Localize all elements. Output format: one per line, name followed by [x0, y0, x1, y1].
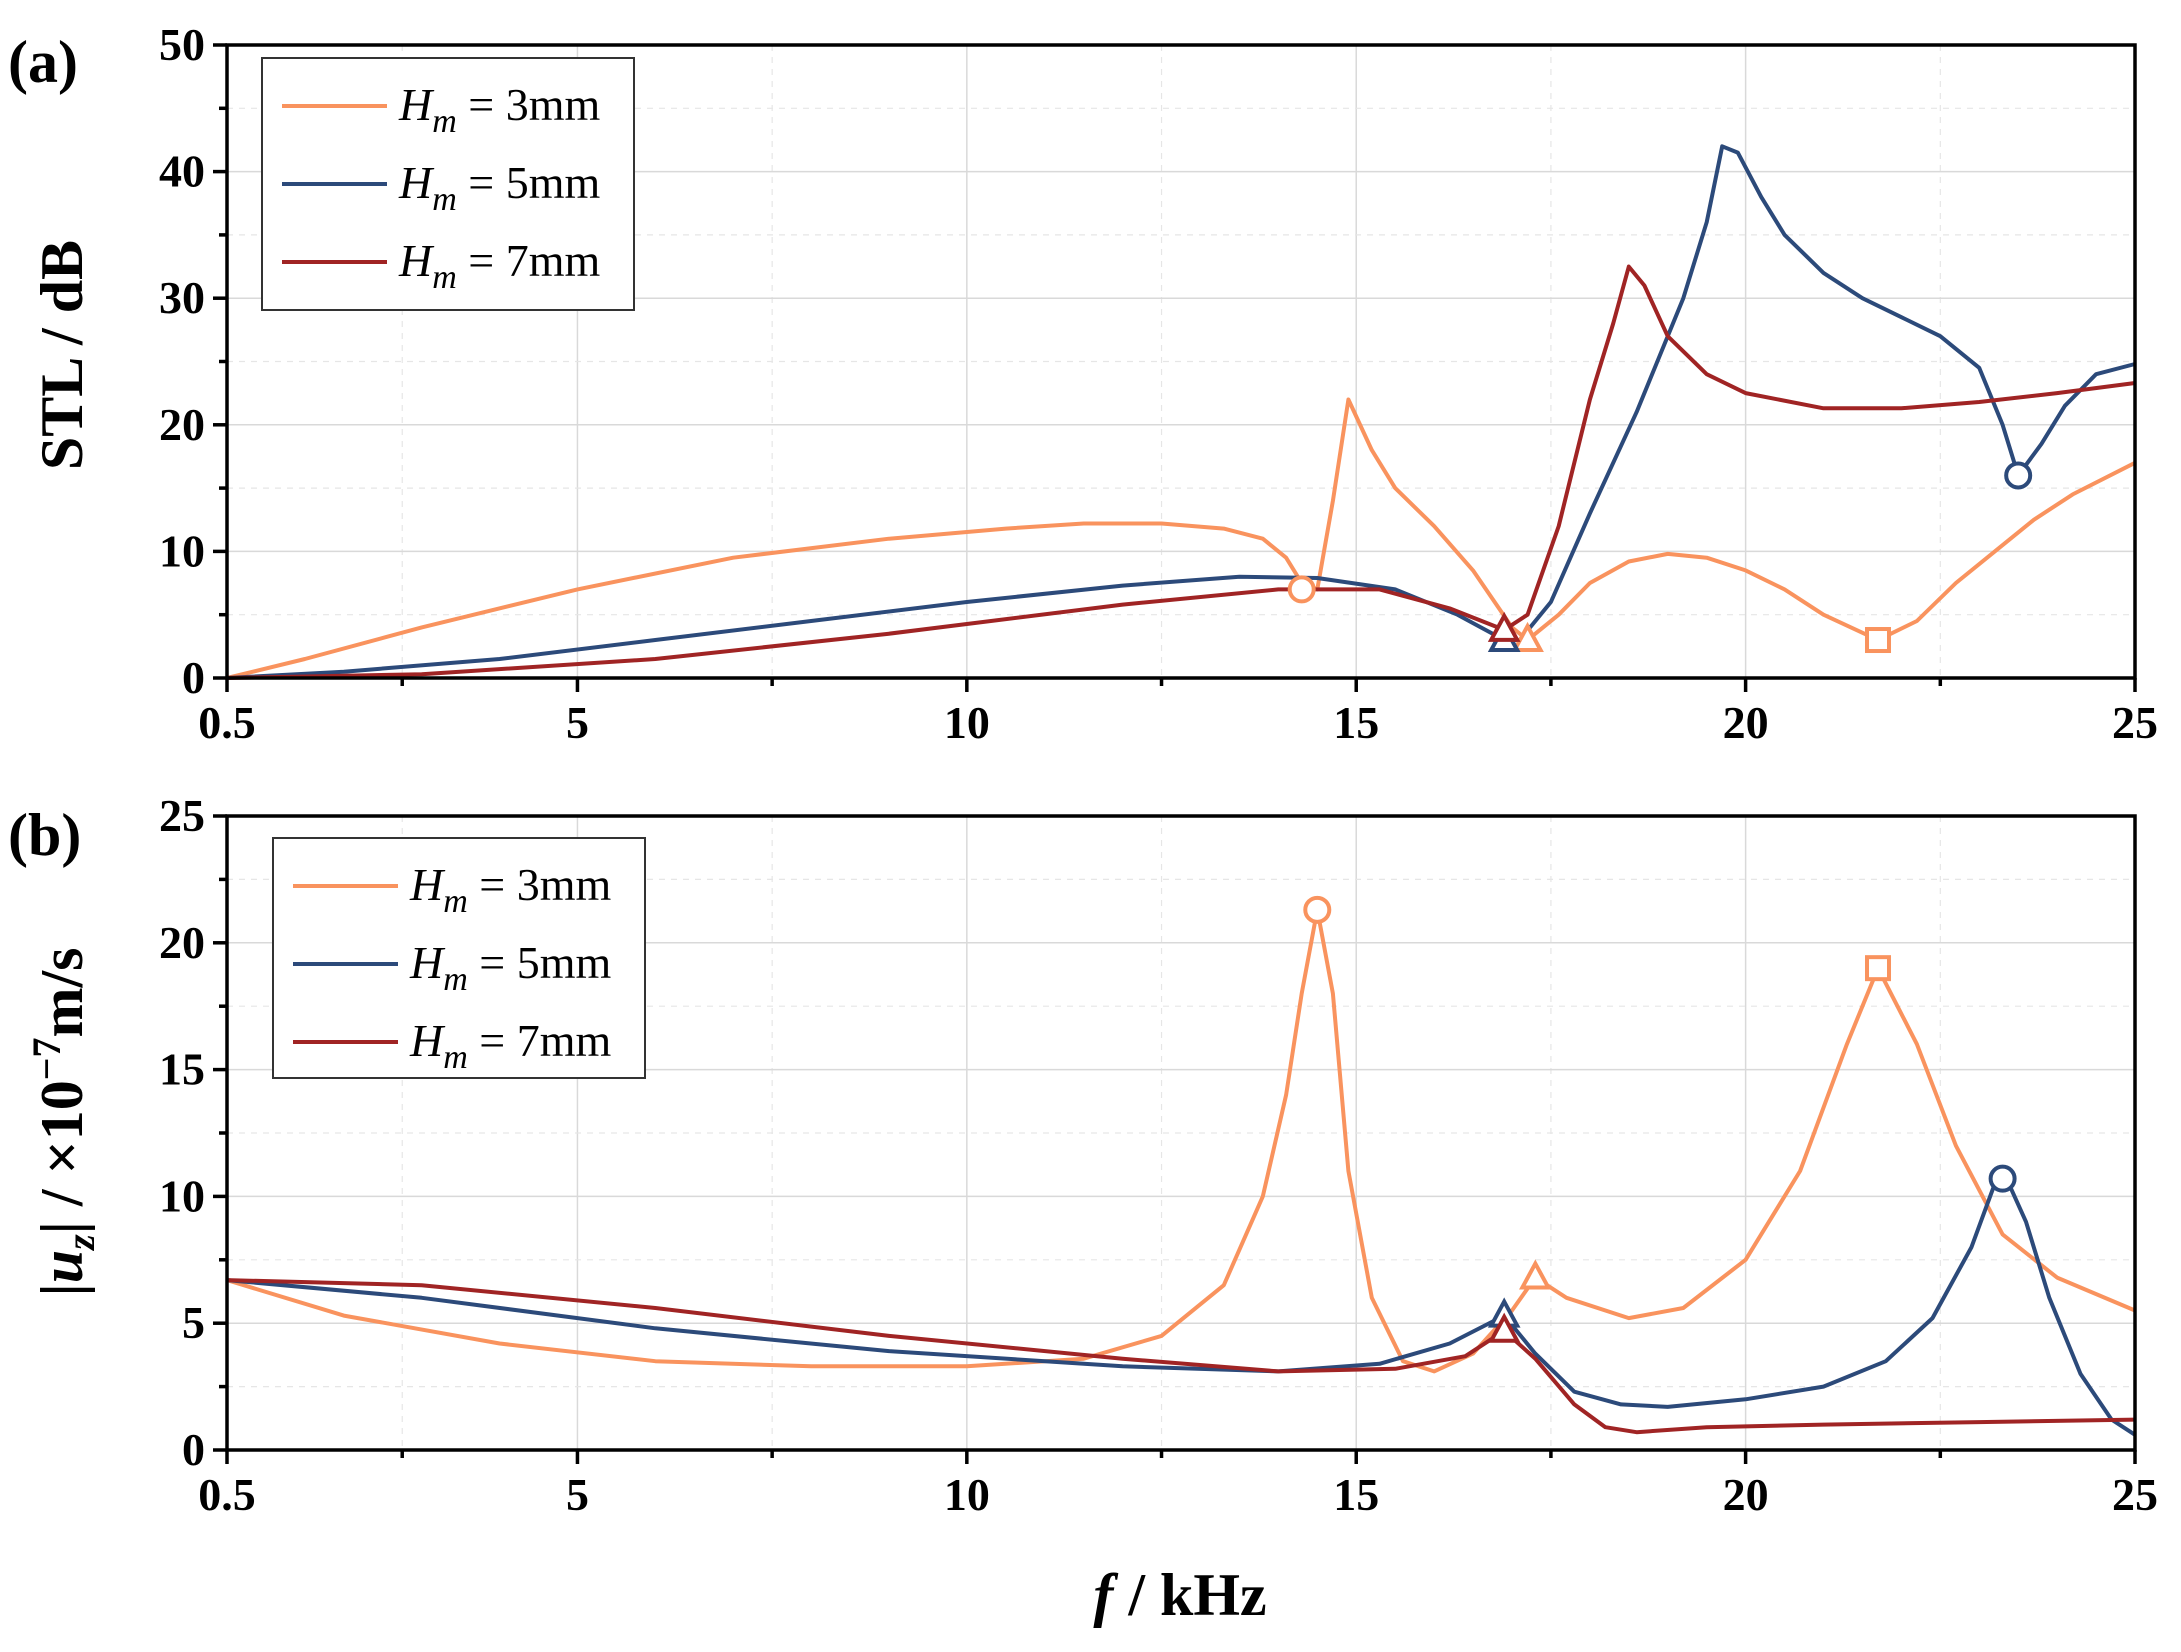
panel-b-ytick-label: 25 — [159, 790, 205, 841]
panel-b-marker-triangle-h-m-3mm — [1518, 1259, 1552, 1290]
panel-b-legend-label-subscript: m — [443, 883, 468, 920]
panel-a-legend-label-value: = 3mm — [457, 79, 601, 130]
ylabel-scale: | / ×10 — [29, 1080, 95, 1234]
panel-a-legend-label-value: = 5mm — [457, 157, 601, 208]
panel-a-legend-label: Hm = 7mm — [398, 235, 601, 296]
panel-b-series-h-m-3mm — [226, 907, 2136, 1374]
panel-a-marker-triangle-h-m-7mm — [1487, 611, 1521, 642]
panel-a-legend-label-subscript: m — [432, 181, 457, 218]
panel-a-ticks — [213, 43, 2137, 692]
panel-a-ylabel: STL / dB — [29, 240, 95, 470]
panel-b-legend-label-value: = 7mm — [468, 1015, 612, 1066]
panel-b-markers — [1303, 895, 2017, 1343]
panel-a-xtick-label: 10 — [944, 697, 990, 748]
panel-b-xtick-label: 25 — [2112, 1469, 2158, 1520]
panel-b-marker-triangle-h-m-7mm — [1487, 1312, 1521, 1343]
panel-b-xtick-label: 5 — [566, 1469, 589, 1520]
panel-a-legend-label-symbol: H — [398, 157, 435, 208]
panel-a-ytick-label: 40 — [159, 146, 205, 197]
panel-b-legend-label: Hm = 7mm — [409, 1015, 612, 1076]
panel-a: 0.5 5 10 15 20 25 0 10 20 30 40 50 (a) STL / dB Hm … — [8, 19, 2158, 748]
panel-b-legend-label: Hm = 3mm — [409, 859, 612, 920]
panel-b-marker-circle-h-m-5mm — [1988, 1164, 2017, 1193]
panel-a-marker-triangle-h-m-3mm — [1511, 621, 1544, 653]
panel-b-xtick-label: 20 — [1723, 1469, 1769, 1520]
panel-b-legend-label-symbol: H — [409, 1015, 446, 1066]
panel-a-xtick-label: 0.5 — [198, 697, 256, 748]
ylabel-z: z — [58, 1234, 103, 1252]
panel-a-label: (a) — [8, 29, 78, 95]
panel-a-ytick-label: 50 — [159, 19, 205, 70]
panel-b-legend-label-value: = 3mm — [468, 859, 612, 910]
ylabel-exp: −7 — [24, 1037, 69, 1080]
panel-b-marker-square-h-m-3mm — [1865, 955, 1892, 982]
panel-a-series-h-m-7mm — [226, 264, 2136, 680]
panel-b-legend-box — [272, 837, 646, 1079]
panel-b-legend-label-symbol: H — [409, 859, 446, 910]
panel-b-ytick-label: 20 — [159, 917, 205, 968]
panel-b-legend-label-value: = 5mm — [468, 937, 612, 988]
panel-a-marker-square-h-m-3mm — [1865, 627, 1892, 654]
panel-a-xtick-label: 5 — [566, 697, 589, 748]
panel-a-ytick-label: 20 — [159, 399, 205, 450]
panel-b-xtick-label: 15 — [1333, 1469, 1379, 1520]
panel-b-ytick-label: 10 — [159, 1170, 205, 1221]
panel-a-marker-circle-h-m-5mm — [2004, 461, 2033, 490]
panel-b-xlabel: f / kHz — [1093, 1562, 1266, 1628]
panel-a-ytick-label: 30 — [159, 272, 205, 323]
ylabel-unit: m/s — [29, 947, 95, 1037]
panel-a-xtick-label: 25 — [2112, 697, 2158, 748]
panel-b-legend-label-symbol: H — [409, 937, 446, 988]
panel-a-xtick-label: 20 — [1723, 697, 1769, 748]
panel-b-series-h-m-5mm — [226, 1176, 2137, 1437]
panel-b-tick-labels: 0.5 5 10 15 20 25 0 5 10 15 20 25 — [159, 790, 2158, 1520]
xlabel-unit: / kHz — [1113, 1562, 1266, 1628]
panel-b-series-h-m-7mm — [226, 1278, 2136, 1435]
panel-a-legend-label-symbol: H — [398, 235, 435, 286]
panel-b-xtick-label: 10 — [944, 1469, 990, 1520]
panel-a-xtick-label: 15 — [1333, 697, 1379, 748]
panel-b-ytick-label: 15 — [159, 1044, 205, 1095]
panel-b-label: (b) — [8, 802, 81, 868]
panel-a-ytick-label: 0 — [182, 652, 205, 703]
panel-a-legend-label: Hm = 3mm — [398, 79, 601, 140]
ylabel-bar-left: | — [29, 1283, 95, 1296]
panel-a-legend-label-symbol: H — [398, 79, 435, 130]
panel-b-legend-label-subscript: m — [443, 961, 468, 998]
panel-a-ytick-label: 10 — [159, 525, 205, 576]
panel-b-xtick-label: 0.5 — [198, 1469, 256, 1520]
panel-b-marker-circle-h-m-3mm — [1303, 895, 1332, 924]
ylabel-u: u — [29, 1250, 95, 1283]
panel-a-legend-label-subscript: m — [432, 259, 457, 296]
panel-a-series-h-m-3mm — [226, 397, 2136, 680]
panel-a-legend-label-subscript: m — [432, 103, 457, 140]
panel-b-ticks — [213, 814, 2137, 1464]
panel-b-ylabel: |uz| / ×10−7m/s — [24, 947, 103, 1296]
panel-a-legend-label: Hm = 5mm — [398, 157, 601, 218]
panel-a-marker-circle-h-m-3mm — [1287, 575, 1316, 604]
panel-b-ytick-label: 0 — [182, 1424, 205, 1475]
panel-a-tick-labels: 0.5 5 10 15 20 25 0 10 20 30 40 50 — [159, 19, 2158, 748]
panel-b-legend-label: Hm = 5mm — [409, 937, 612, 998]
panel-a-legend-label-value: = 7mm — [457, 235, 601, 286]
panel-b-legend-label-subscript: m — [443, 1039, 468, 1076]
panel-a-series-h-m-5mm — [226, 144, 2136, 680]
panel-b-ytick-label: 5 — [182, 1297, 205, 1348]
panel-a-markers — [1287, 461, 2033, 654]
